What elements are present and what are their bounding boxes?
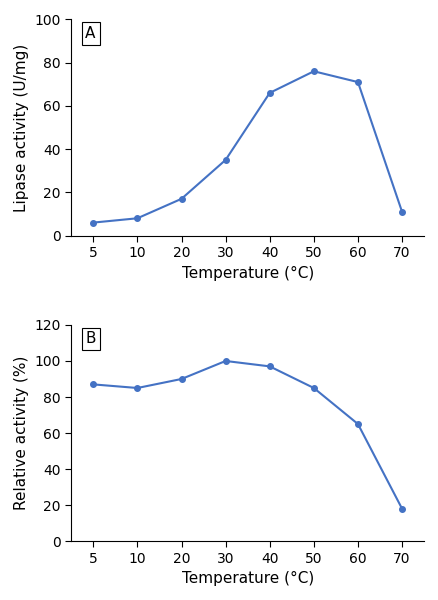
X-axis label: Temperature (°C): Temperature (°C) (181, 266, 314, 281)
Text: B: B (85, 331, 96, 346)
Text: A: A (85, 26, 96, 41)
Y-axis label: Relative activity (%): Relative activity (%) (14, 356, 29, 510)
X-axis label: Temperature (°C): Temperature (°C) (181, 571, 314, 586)
Y-axis label: Lipase activity (U/mg): Lipase activity (U/mg) (14, 43, 29, 212)
